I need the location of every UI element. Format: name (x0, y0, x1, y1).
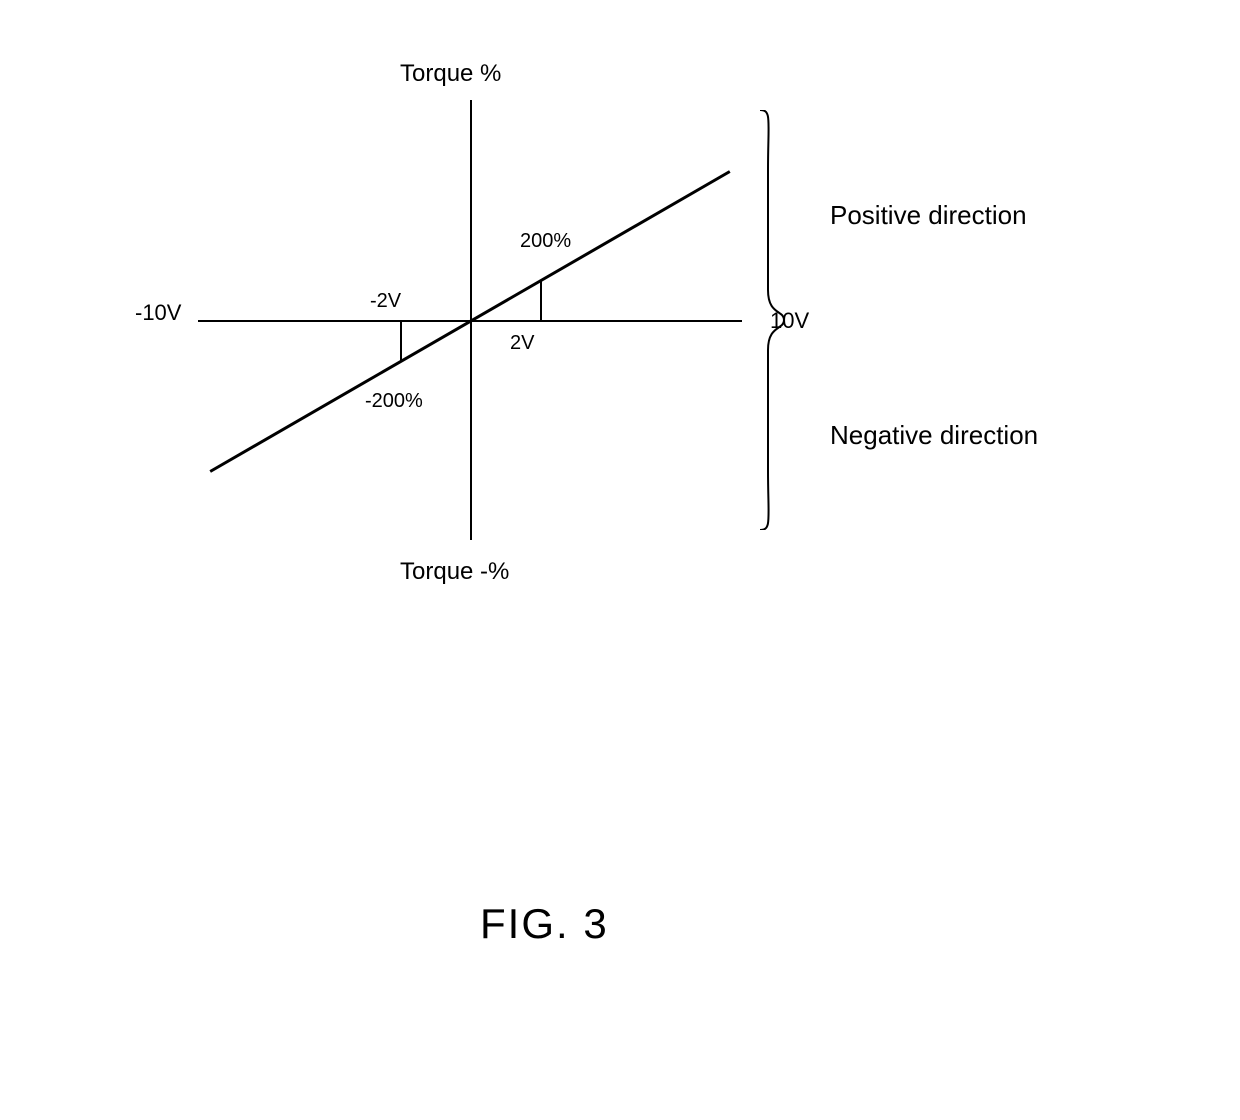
x-axis-left-label: -10V (135, 300, 181, 326)
dropline-neg-2v (400, 322, 402, 362)
label-neg-200pct: -200% (365, 390, 423, 413)
label-2v: 2V (510, 332, 534, 355)
y-axis-top-label: Torque % (400, 60, 501, 88)
figure-canvas: Torque % Torque -% -10V 10V 2V -2V 200% … (0, 0, 1240, 1120)
direction-brace (756, 110, 786, 530)
positive-direction-label: Positive direction (830, 200, 1027, 231)
figure-caption: FIG. 3 (480, 900, 609, 948)
dropline-pos-2v (540, 280, 542, 320)
label-200pct: 200% (520, 230, 571, 253)
label-neg-2v: -2V (370, 290, 401, 313)
negative-direction-label: Negative direction (830, 420, 1038, 451)
y-axis-bottom-label: Torque -% (400, 558, 509, 586)
